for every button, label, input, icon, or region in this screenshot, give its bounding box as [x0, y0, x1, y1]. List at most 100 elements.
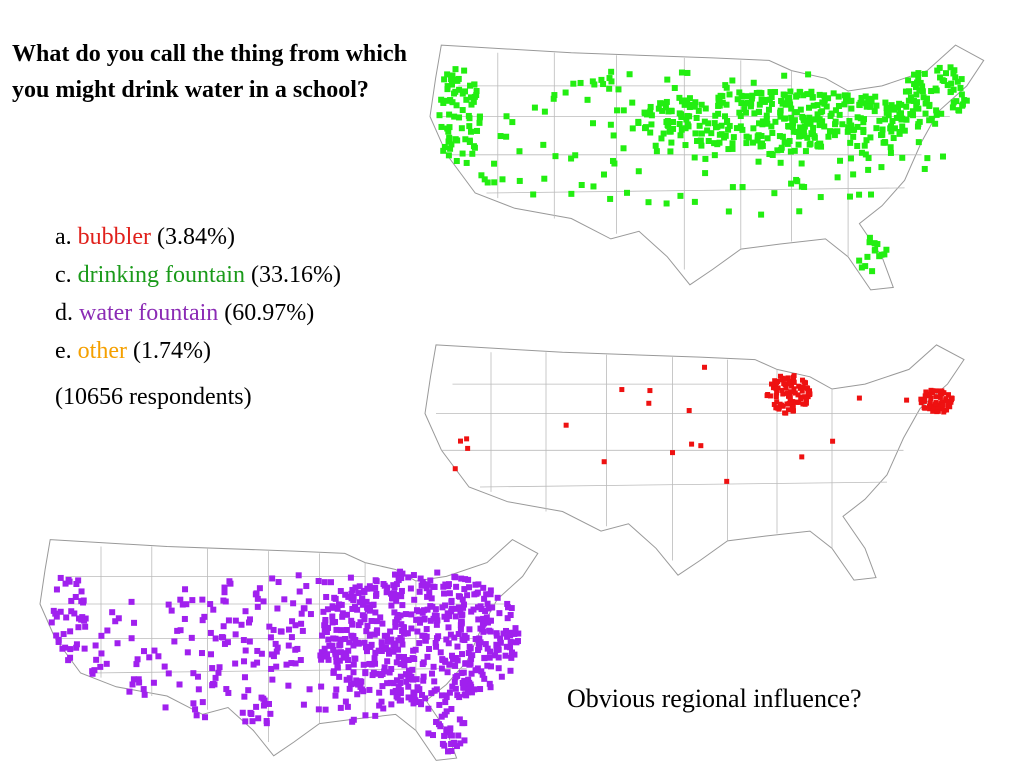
response-dot — [269, 575, 276, 582]
response-dot — [352, 584, 359, 591]
response-dot — [793, 93, 800, 100]
response-dot — [811, 133, 818, 140]
response-dot — [453, 158, 460, 165]
option-share: (33.16%) — [250, 262, 341, 288]
response-dot — [801, 184, 808, 191]
response-dot — [702, 105, 709, 112]
response-dot — [391, 590, 398, 597]
response-dot — [288, 634, 295, 641]
response-dot — [799, 394, 805, 400]
response-dot — [292, 622, 299, 629]
response-dot — [409, 676, 416, 683]
response-dot — [348, 632, 355, 639]
response-dot — [345, 664, 352, 671]
response-dot — [903, 103, 910, 110]
response-dot — [361, 639, 368, 646]
response-dot — [407, 585, 414, 592]
response-dot — [470, 98, 477, 105]
response-dot — [668, 139, 675, 146]
response-dot — [431, 678, 438, 685]
response-dot — [457, 608, 464, 615]
response-dot — [552, 153, 559, 160]
response-dot — [901, 127, 908, 134]
response-dot — [722, 113, 729, 120]
response-dot — [660, 130, 667, 137]
response-dot — [215, 669, 222, 676]
response-dot — [414, 684, 421, 691]
response-dot — [444, 610, 451, 617]
response-dot — [346, 685, 353, 692]
response-dot — [780, 91, 787, 98]
response-dot — [405, 694, 412, 701]
state-border — [90, 668, 467, 674]
response-dot — [930, 390, 936, 396]
response-dot — [440, 99, 447, 106]
response-dot — [767, 393, 773, 399]
response-dot — [935, 408, 941, 414]
response-dot — [860, 119, 867, 126]
response-dot — [831, 132, 838, 139]
response-dot — [647, 103, 654, 110]
response-dot — [846, 125, 853, 132]
response-dot — [879, 126, 886, 133]
response-dot — [541, 108, 548, 115]
response-dot — [241, 674, 248, 681]
response-dot — [756, 89, 763, 96]
response-dot — [472, 581, 479, 588]
response-dot — [405, 683, 412, 690]
response-dot — [481, 617, 488, 624]
response-dot — [783, 385, 789, 391]
response-dot — [381, 668, 388, 675]
response-dot — [775, 385, 781, 391]
response-dot — [895, 104, 902, 111]
response-dot — [671, 84, 678, 91]
response-dot — [503, 133, 510, 140]
response-dot — [896, 111, 903, 118]
response-dot — [68, 608, 75, 615]
response-dot — [914, 123, 921, 130]
response-dot — [225, 617, 232, 624]
response-dot — [806, 141, 813, 148]
response-dot — [891, 106, 898, 113]
response-dot — [805, 71, 812, 78]
response-dot — [201, 613, 208, 620]
response-dot — [551, 92, 558, 99]
response-dot — [888, 102, 895, 109]
response-dot — [336, 642, 343, 649]
response-dot — [790, 375, 796, 381]
response-dot — [799, 377, 805, 383]
response-dot — [109, 609, 116, 616]
response-dot — [399, 627, 406, 634]
response-dot — [848, 97, 855, 104]
response-dot — [199, 596, 206, 603]
response-dot — [441, 657, 448, 664]
response-dot — [322, 619, 329, 626]
response-dot — [246, 638, 253, 645]
response-dot — [459, 679, 466, 686]
response-dot — [670, 119, 677, 126]
response-dot — [763, 115, 770, 122]
response-dot — [416, 699, 423, 706]
response-dot — [50, 607, 57, 614]
response-dot — [809, 94, 816, 101]
response-dot — [759, 118, 766, 125]
response-dot — [339, 613, 346, 620]
response-dot — [842, 96, 849, 103]
response-dot — [953, 98, 960, 105]
response-dot — [336, 601, 343, 608]
response-dot — [421, 615, 428, 622]
response-dot — [742, 109, 749, 116]
response-dot — [360, 661, 367, 668]
response-dot — [608, 68, 615, 75]
response-dot — [678, 114, 685, 121]
response-dot — [913, 103, 920, 110]
response-dot — [398, 587, 405, 594]
response-dot — [804, 91, 811, 98]
response-dot — [776, 406, 782, 412]
response-dot — [241, 658, 248, 665]
response-dot — [946, 402, 952, 408]
response-dot — [454, 643, 461, 650]
response-dot — [332, 692, 339, 699]
response-dot — [424, 581, 431, 588]
response-dot — [181, 615, 188, 622]
